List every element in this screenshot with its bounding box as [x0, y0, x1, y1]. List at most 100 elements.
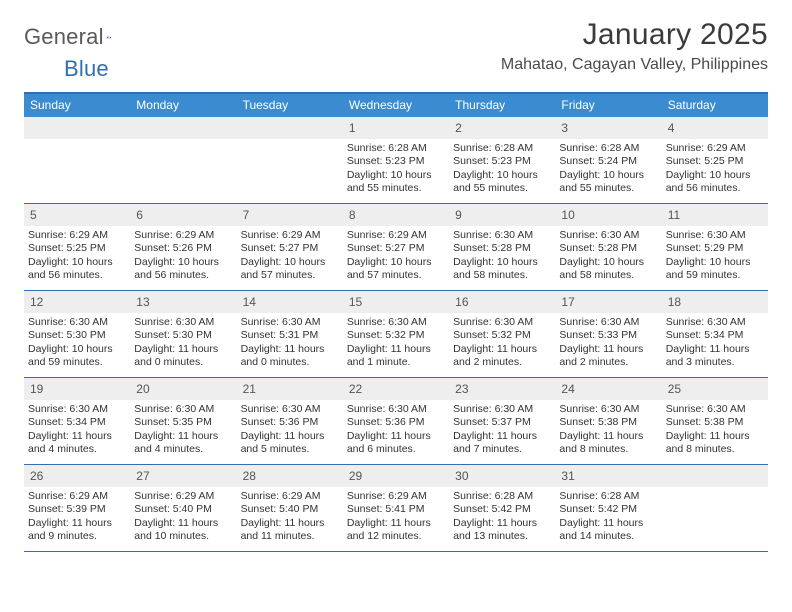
day-info: Sunrise: 6:30 AMSunset: 5:36 PMDaylight:…	[347, 403, 445, 457]
daynum-bar: .	[237, 117, 343, 139]
dow-sun: Sunday	[24, 94, 130, 117]
daylight1-text: Daylight: 11 hours	[28, 430, 126, 443]
dow-mon: Monday	[130, 94, 236, 117]
daynum-bar: 11	[662, 204, 768, 226]
day-info: Sunrise: 6:30 AMSunset: 5:30 PMDaylight:…	[134, 316, 232, 370]
day-number: 25	[668, 382, 681, 396]
empty-cell: .	[662, 465, 768, 551]
daynum-bar: 29	[343, 465, 449, 487]
day-cell: 16 Sunrise: 6:30 AMSunset: 5:32 PMDayligh…	[449, 291, 555, 377]
daylight2-text: and 8 minutes.	[666, 443, 764, 456]
sail-icon	[106, 28, 112, 46]
daylight2-text: and 56 minutes.	[666, 182, 764, 195]
day-info: Sunrise: 6:28 AMSunset: 5:24 PMDaylight:…	[559, 142, 657, 196]
day-info: Sunrise: 6:30 AMSunset: 5:32 PMDaylight:…	[453, 316, 551, 370]
daynum-bar: 16	[449, 291, 555, 313]
day-cell: 3 Sunrise: 6:28 AMSunset: 5:24 PMDaylight…	[555, 117, 661, 203]
empty-cell: .	[237, 117, 343, 203]
day-info: Sunrise: 6:30 AMSunset: 5:28 PMDaylight:…	[559, 229, 657, 283]
daylight2-text: and 58 minutes.	[453, 269, 551, 282]
day-info: Sunrise: 6:30 AMSunset: 5:35 PMDaylight:…	[134, 403, 232, 457]
day-number: 6	[136, 208, 143, 222]
sunset-text: Sunset: 5:36 PM	[347, 416, 445, 429]
daylight2-text: and 59 minutes.	[666, 269, 764, 282]
daynum-bar: 3	[555, 117, 661, 139]
daynum-bar: 24	[555, 378, 661, 400]
day-number: 23	[455, 382, 468, 396]
sunrise-text: Sunrise: 6:30 AM	[453, 229, 551, 242]
sunset-text: Sunset: 5:31 PM	[241, 329, 339, 342]
sunrise-text: Sunrise: 6:28 AM	[559, 142, 657, 155]
daynum-bar: 5	[24, 204, 130, 226]
day-cell: 6Sunrise: 6:29 AMSunset: 5:26 PMDaylight…	[130, 204, 236, 290]
daylight1-text: Daylight: 11 hours	[347, 517, 445, 530]
sunset-text: Sunset: 5:42 PM	[559, 503, 657, 516]
day-number: 20	[136, 382, 149, 396]
day-number: 18	[668, 295, 681, 309]
sunset-text: Sunset: 5:25 PM	[666, 155, 764, 168]
day-cell: 12Sunrise: 6:30 AMSunset: 5:30 PMDayligh…	[24, 291, 130, 377]
daylight1-text: Daylight: 10 hours	[28, 343, 126, 356]
daylight1-text: Daylight: 11 hours	[134, 430, 232, 443]
daylight2-text: and 9 minutes.	[28, 530, 126, 543]
sunset-text: Sunset: 5:34 PM	[666, 329, 764, 342]
sunrise-text: Sunrise: 6:29 AM	[241, 490, 339, 503]
day-cell: 23Sunrise: 6:30 AMSunset: 5:37 PMDayligh…	[449, 378, 555, 464]
daylight2-text: and 8 minutes.	[559, 443, 657, 456]
day-number: 2	[455, 121, 462, 135]
sunrise-text: Sunrise: 6:28 AM	[347, 142, 445, 155]
sunrise-text: Sunrise: 6:30 AM	[666, 316, 764, 329]
daylight1-text: Daylight: 10 hours	[666, 169, 764, 182]
daylight1-text: Daylight: 10 hours	[134, 256, 232, 269]
day-number: 7	[243, 208, 250, 222]
sunrise-text: Sunrise: 6:29 AM	[28, 229, 126, 242]
day-cell: 9 Sunrise: 6:30 AMSunset: 5:28 PMDaylight…	[449, 204, 555, 290]
daylight2-text: and 55 minutes.	[453, 182, 551, 195]
day-number: 17	[561, 295, 574, 309]
day-number: 22	[349, 382, 362, 396]
daylight2-text: and 6 minutes.	[347, 443, 445, 456]
daylight1-text: Daylight: 10 hours	[347, 256, 445, 269]
sunrise-text: Sunrise: 6:30 AM	[559, 229, 657, 242]
daylight2-text: and 11 minutes.	[241, 530, 339, 543]
day-info: Sunrise: 6:29 AMSunset: 5:40 PMDaylight:…	[241, 490, 339, 544]
daynum-bar: 14	[237, 291, 343, 313]
daylight1-text: Daylight: 10 hours	[28, 256, 126, 269]
sunset-text: Sunset: 5:24 PM	[559, 155, 657, 168]
week-row: 26Sunrise: 6:29 AMSunset: 5:39 PMDayligh…	[24, 465, 768, 552]
sunset-text: Sunset: 5:42 PM	[453, 503, 551, 516]
day-cell: 1Sunrise: 6:28 AMSunset: 5:23 PMDaylight…	[343, 117, 449, 203]
sunset-text: Sunset: 5:36 PM	[241, 416, 339, 429]
sunset-text: Sunset: 5:38 PM	[666, 416, 764, 429]
title-block: January 2025 Mahatao, Cagayan Valley, Ph…	[501, 18, 768, 74]
daynum-bar: 6	[130, 204, 236, 226]
sunrise-text: Sunrise: 6:30 AM	[666, 403, 764, 416]
daynum-bar: .	[24, 117, 130, 139]
day-cell: 30Sunrise: 6:28 AMSunset: 5:42 PMDayligh…	[449, 465, 555, 551]
daylight2-text: and 57 minutes.	[347, 269, 445, 282]
sunset-text: Sunset: 5:30 PM	[134, 329, 232, 342]
sunrise-text: Sunrise: 6:28 AM	[453, 490, 551, 503]
daylight2-text: and 4 minutes.	[28, 443, 126, 456]
sunset-text: Sunset: 5:37 PM	[453, 416, 551, 429]
sunset-text: Sunset: 5:35 PM	[134, 416, 232, 429]
sunrise-text: Sunrise: 6:29 AM	[28, 490, 126, 503]
day-cell: 18 Sunrise: 6:30 AMSunset: 5:34 PMDayligh…	[662, 291, 768, 377]
daylight2-text: and 12 minutes.	[347, 530, 445, 543]
day-info: Sunrise: 6:30 AMSunset: 5:38 PMDaylight:…	[666, 403, 764, 457]
day-cell: 27Sunrise: 6:29 AMSunset: 5:40 PMDayligh…	[130, 465, 236, 551]
day-cell: 4Sunrise: 6:29 AMSunset: 5:25 PMDaylight…	[662, 117, 768, 203]
daynum-bar: 9	[449, 204, 555, 226]
daynum-bar: 10	[555, 204, 661, 226]
daylight1-text: Daylight: 11 hours	[666, 343, 764, 356]
daynum-bar: 13	[130, 291, 236, 313]
sunrise-text: Sunrise: 6:30 AM	[559, 403, 657, 416]
day-info: Sunrise: 6:30 AMSunset: 5:28 PMDaylight:…	[453, 229, 551, 283]
daynum-bar: 28	[237, 465, 343, 487]
day-number: 28	[243, 469, 256, 483]
brand-logo: General	[24, 24, 136, 50]
sunrise-text: Sunrise: 6:29 AM	[666, 142, 764, 155]
sunset-text: Sunset: 5:30 PM	[28, 329, 126, 342]
day-info: Sunrise: 6:29 AMSunset: 5:41 PMDaylight:…	[347, 490, 445, 544]
day-number: 3	[561, 121, 568, 135]
